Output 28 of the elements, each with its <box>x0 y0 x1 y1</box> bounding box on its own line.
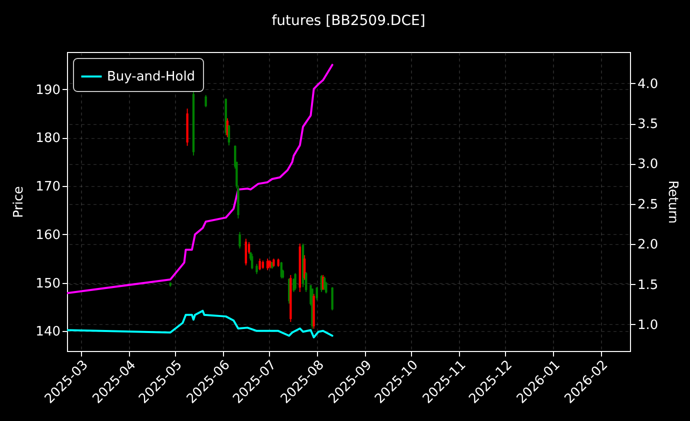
y-tick-label: 150 <box>36 276 60 292</box>
line-series <box>67 310 334 338</box>
y-tick-label: 170 <box>36 180 60 195</box>
y2-tick-label: 3.0 <box>638 157 658 172</box>
y2-tick-label: 2.0 <box>638 238 658 253</box>
y2-tick-label: 1.5 <box>638 278 658 293</box>
y2-tick-label: 4.0 <box>638 76 658 92</box>
y-tick-label: 140 <box>36 324 60 340</box>
candlestick <box>238 231 241 249</box>
candlestick <box>316 286 318 301</box>
candlestick <box>294 272 296 291</box>
y2-tick-label: 2.5 <box>638 197 658 212</box>
candlestick <box>250 253 254 270</box>
y-tick-label: 160 <box>36 228 60 243</box>
candlestick <box>331 286 334 311</box>
y-axis-title: Price <box>12 186 27 218</box>
candlestick <box>204 94 207 108</box>
y2-tick-label: 3.5 <box>638 117 658 132</box>
line-series <box>67 64 334 294</box>
y-tick-label: 180 <box>36 131 60 146</box>
y-tick-label: 190 <box>36 82 60 98</box>
y2-axis-title: Return <box>665 180 680 224</box>
legend-label: Buy-and-Hold <box>107 70 196 84</box>
y2-tick-label: 1.0 <box>638 318 658 333</box>
candlestick <box>256 263 258 275</box>
candlestick <box>244 238 248 266</box>
candlestick <box>258 258 261 271</box>
chart-title: futures [BB2509.DCE] <box>272 13 426 29</box>
